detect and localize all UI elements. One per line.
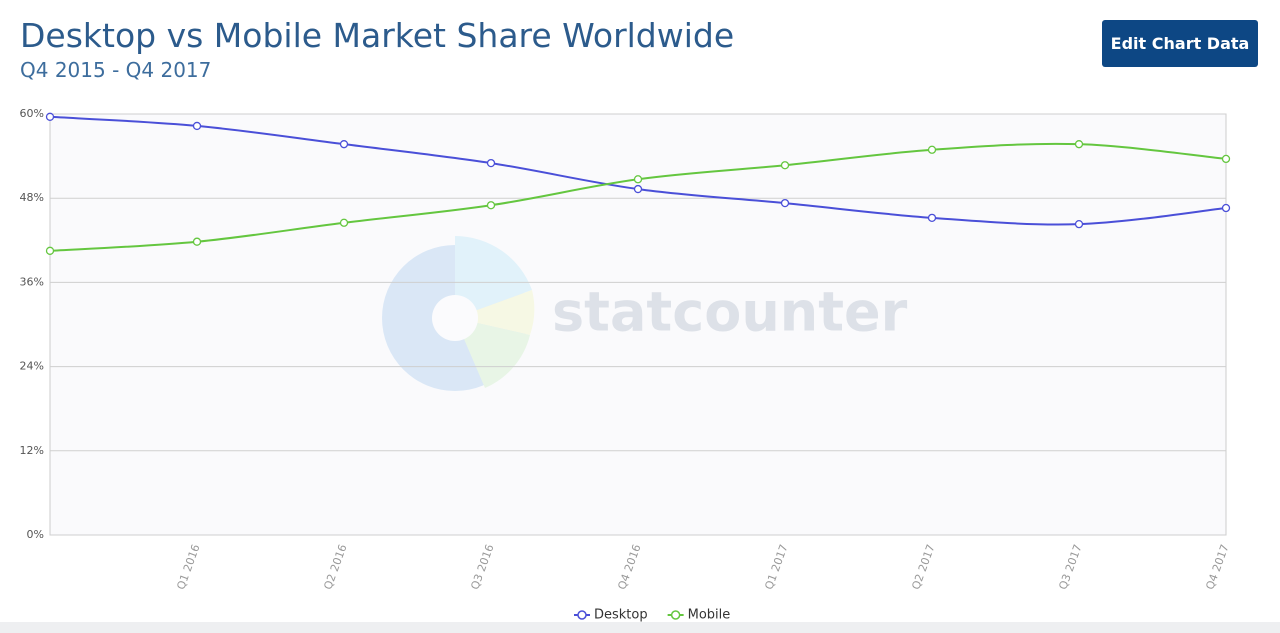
page-subtitle: Q4 2015 - Q4 2017 [20, 58, 212, 82]
data-point [339, 218, 349, 227]
edit-chart-data-button[interactable]: Edit Chart Data [1102, 20, 1258, 67]
data-point [486, 158, 496, 168]
y-tick-label: 12% [20, 444, 44, 457]
x-tick-label: Q2 2016 [321, 543, 349, 592]
data-point [633, 175, 643, 184]
x-tick-label: Q4 2016 [615, 543, 643, 592]
y-tick-label: 36% [20, 275, 44, 288]
data-point [633, 184, 643, 194]
data-point [1221, 154, 1231, 164]
x-tick-label: Q1 2017 [762, 543, 790, 592]
data-point [1221, 203, 1231, 213]
x-tick-label: Q1 2016 [174, 543, 202, 592]
y-tick-label: 48% [20, 191, 44, 204]
legend-marker [670, 610, 681, 620]
y-tick-label: 0% [27, 528, 44, 541]
x-tick-label: Q3 2017 [1056, 543, 1084, 592]
watermark-text: statcounter [552, 281, 908, 344]
data-point [339, 140, 349, 149]
data-point [927, 145, 937, 154]
data-point [927, 213, 937, 222]
data-point [192, 237, 202, 246]
legend-item: Desktop [574, 608, 648, 623]
data-point [486, 201, 496, 210]
x-tick-label: Q3 2016 [468, 543, 496, 592]
legend-label: Desktop [594, 608, 648, 623]
data-point [1074, 220, 1084, 229]
y-tick-label: 24% [20, 360, 44, 373]
page-title: Desktop vs Mobile Market Share Worldwide [20, 16, 735, 55]
data-point [45, 246, 55, 255]
legend-item: Mobile [667, 608, 731, 623]
data-point [192, 121, 202, 131]
x-tick-label: Q2 2017 [909, 543, 937, 592]
data-point [1074, 140, 1084, 149]
data-point [45, 112, 55, 121]
footer-strip [0, 622, 1280, 633]
data-point [780, 198, 790, 208]
watermark-logo [382, 236, 535, 391]
plot-area [49, 113, 1227, 536]
y-tick-label: 60% [20, 107, 44, 120]
data-point [780, 161, 790, 170]
legend-label: Mobile [688, 608, 731, 623]
legend-marker [577, 610, 587, 620]
x-tick-label: Q4 2017 [1203, 543, 1231, 592]
